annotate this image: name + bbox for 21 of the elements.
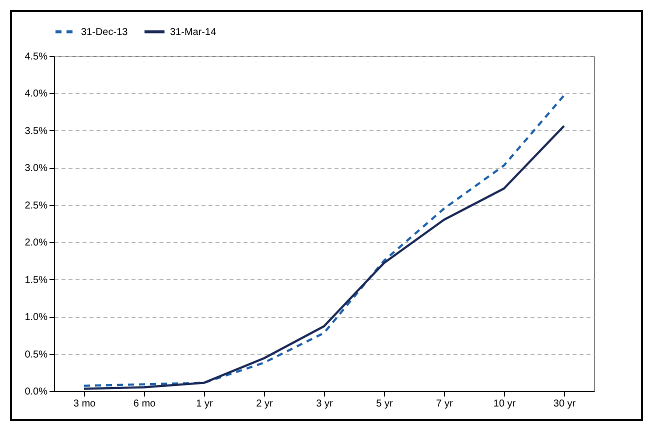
x-tick-label: 6 mo [133,398,156,410]
legend-label: 31-Mar-14 [170,26,217,38]
x-tick-label: 30 yr [553,398,576,410]
x-tick-label: 2 yr [256,398,274,410]
y-tick-label: 2.5% [24,200,48,212]
y-tick-label: 1.0% [24,312,48,324]
y-tick-label: 1.5% [24,274,48,286]
y-tick-label: 4.5% [24,52,48,62]
y-tick-label: 3.0% [24,163,48,174]
legend-label: 31-Dec-13 [81,26,128,38]
x-tick-label: 3 yr [316,398,334,410]
y-tick-label: 2.0% [24,238,48,249]
y-tick-label: 3.5% [24,126,48,137]
x-tick-label: 5 yr [376,398,394,410]
x-tick-label: 7 yr [436,398,454,410]
x-tick-label: 10 yr [493,398,516,410]
y-tick-label: 4.0% [24,88,48,100]
y-tick-label: 0.5% [24,349,48,360]
y-tick-label: 0.0% [24,386,48,398]
x-tick-label: 3 mo [73,398,96,410]
x-tick-label: 1 yr [196,398,214,410]
